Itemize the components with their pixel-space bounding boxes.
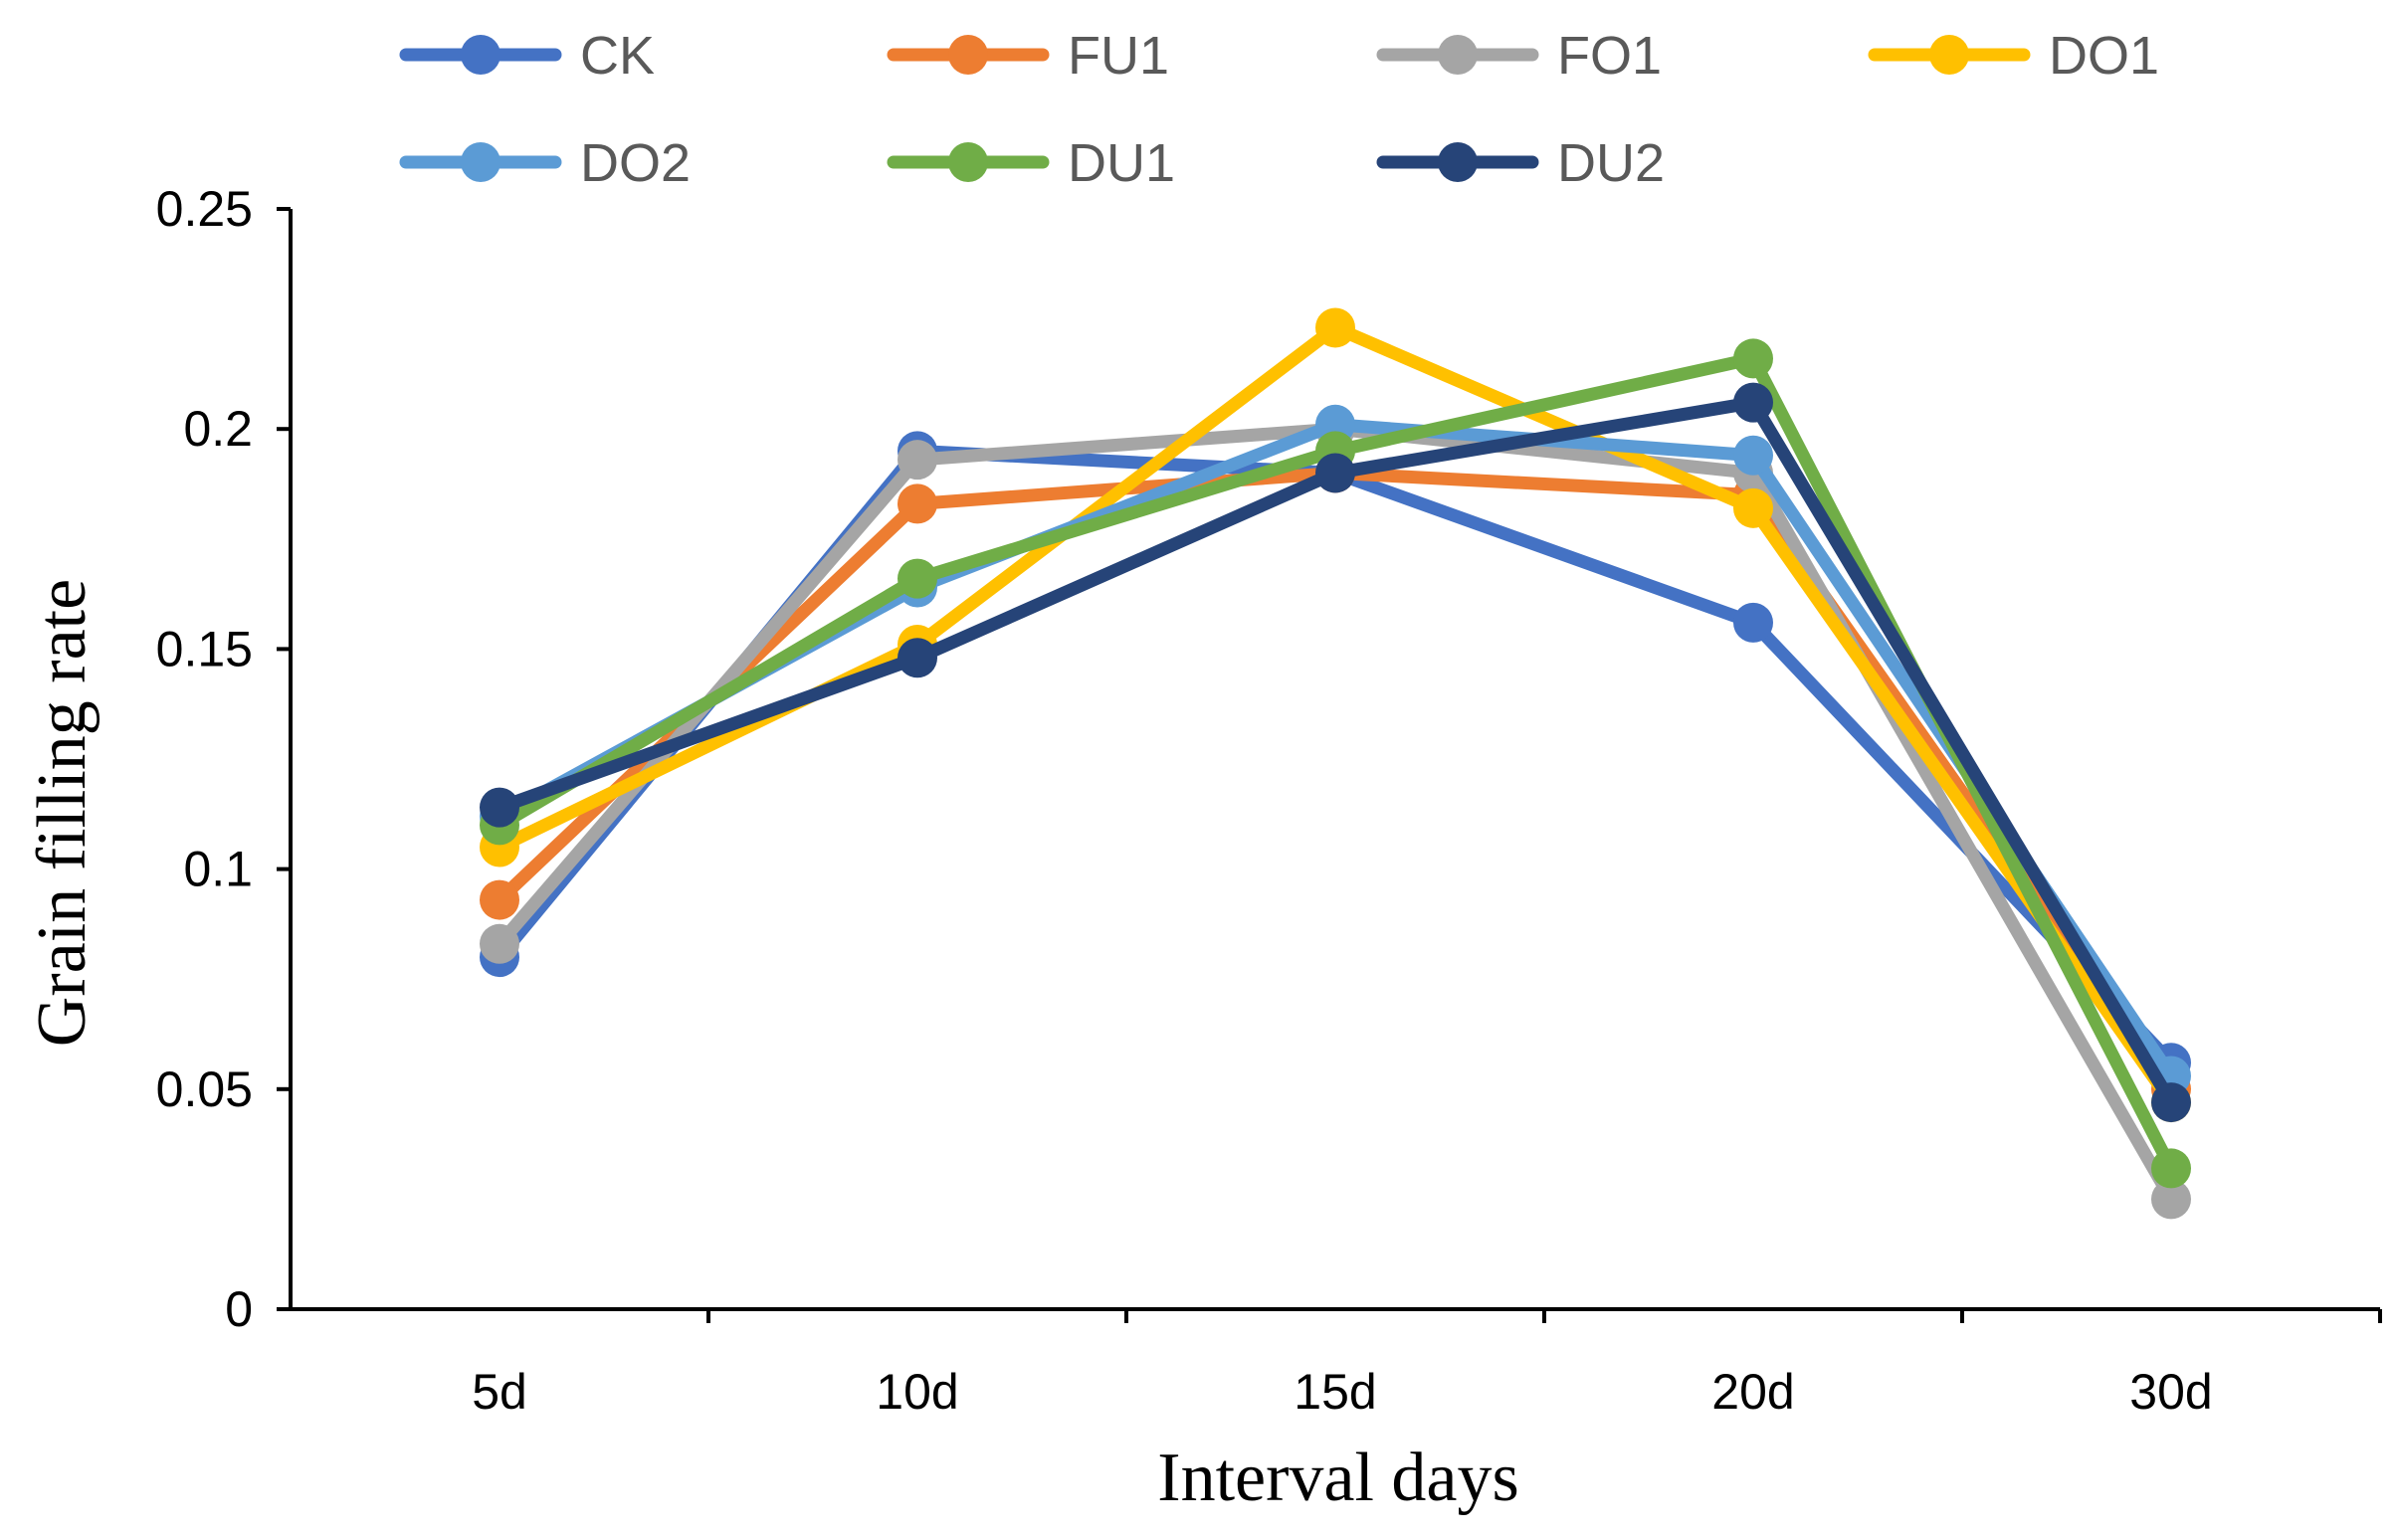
- x-tick-label: 20d: [1711, 1364, 1794, 1420]
- legend-label: DU1: [1068, 133, 1175, 193]
- legend-item-ck: CK: [399, 26, 655, 86]
- data-point: [898, 483, 937, 524]
- legend-marker: [948, 35, 988, 75]
- series-group: [480, 307, 2191, 1220]
- legend-item-fo1: FO1: [1376, 26, 1662, 86]
- legend-marker: [1438, 142, 1478, 182]
- data-point: [1315, 307, 1355, 348]
- y-tick-label: 0.25: [156, 181, 253, 237]
- x-tick-label: 15d: [1294, 1364, 1376, 1420]
- legend-label: FO1: [1557, 26, 1662, 86]
- y-tick-label: 0.1: [183, 842, 253, 897]
- data-point: [2151, 1148, 2191, 1189]
- x-tick-label: 10d: [876, 1364, 958, 1420]
- data-point: [480, 879, 519, 920]
- y-tick-label: 0.2: [183, 401, 253, 457]
- x-tick-label: 30d: [2129, 1364, 2212, 1420]
- legend-marker: [948, 142, 988, 182]
- y-axis: 0 0.05 0.1 0.15 0.2 0.25: [156, 181, 293, 1337]
- y-tick-label: 0.15: [156, 621, 253, 676]
- series-line: [493, 466, 2178, 1096]
- data-point: [2151, 1179, 2191, 1220]
- legend-label: CK: [580, 26, 655, 86]
- data-point: [480, 923, 519, 964]
- legend-item-fu1: FU1: [887, 26, 1169, 86]
- x-axis-title: Interval days: [1157, 1440, 1518, 1516]
- y-tick-label: 0: [225, 1281, 253, 1337]
- legend-marker: [1929, 35, 1969, 75]
- legend-item-du1: DU1: [887, 133, 1175, 193]
- legend-marker: [461, 142, 500, 182]
- legend-item-do2: DO2: [399, 133, 691, 193]
- legend-label: DU2: [1557, 133, 1665, 193]
- legend: CK FU1 FO1 DO1 DO2 DU1 DU2: [399, 26, 2159, 193]
- legend-item-do1: DO1: [1868, 26, 2159, 86]
- data-point: [1733, 602, 1773, 643]
- series-du2: [480, 382, 2191, 1123]
- data-point: [898, 638, 937, 678]
- legend-item-du2: DU2: [1376, 133, 1665, 193]
- series-line: [493, 422, 2178, 1206]
- data-point: [1733, 435, 1773, 476]
- y-tick-label: 0.05: [156, 1061, 253, 1117]
- y-axis-title: Grain filling rate: [24, 579, 100, 1047]
- x-tick-label: 5d: [472, 1364, 527, 1420]
- legend-marker: [461, 35, 500, 75]
- legend-label: FU1: [1068, 26, 1169, 86]
- data-point: [898, 440, 937, 481]
- legend-marker: [1438, 35, 1478, 75]
- data-point: [898, 558, 937, 599]
- data-point: [2151, 1082, 2191, 1123]
- data-point: [1733, 338, 1773, 379]
- legend-label: DO2: [580, 133, 691, 193]
- x-axis: 5d 10d 15d 20d 30d: [291, 1307, 2382, 1420]
- data-point: [480, 787, 519, 828]
- data-point: [1315, 453, 1355, 493]
- data-point: [1733, 382, 1773, 423]
- data-point: [1733, 487, 1773, 528]
- legend-label: DO1: [2049, 26, 2159, 86]
